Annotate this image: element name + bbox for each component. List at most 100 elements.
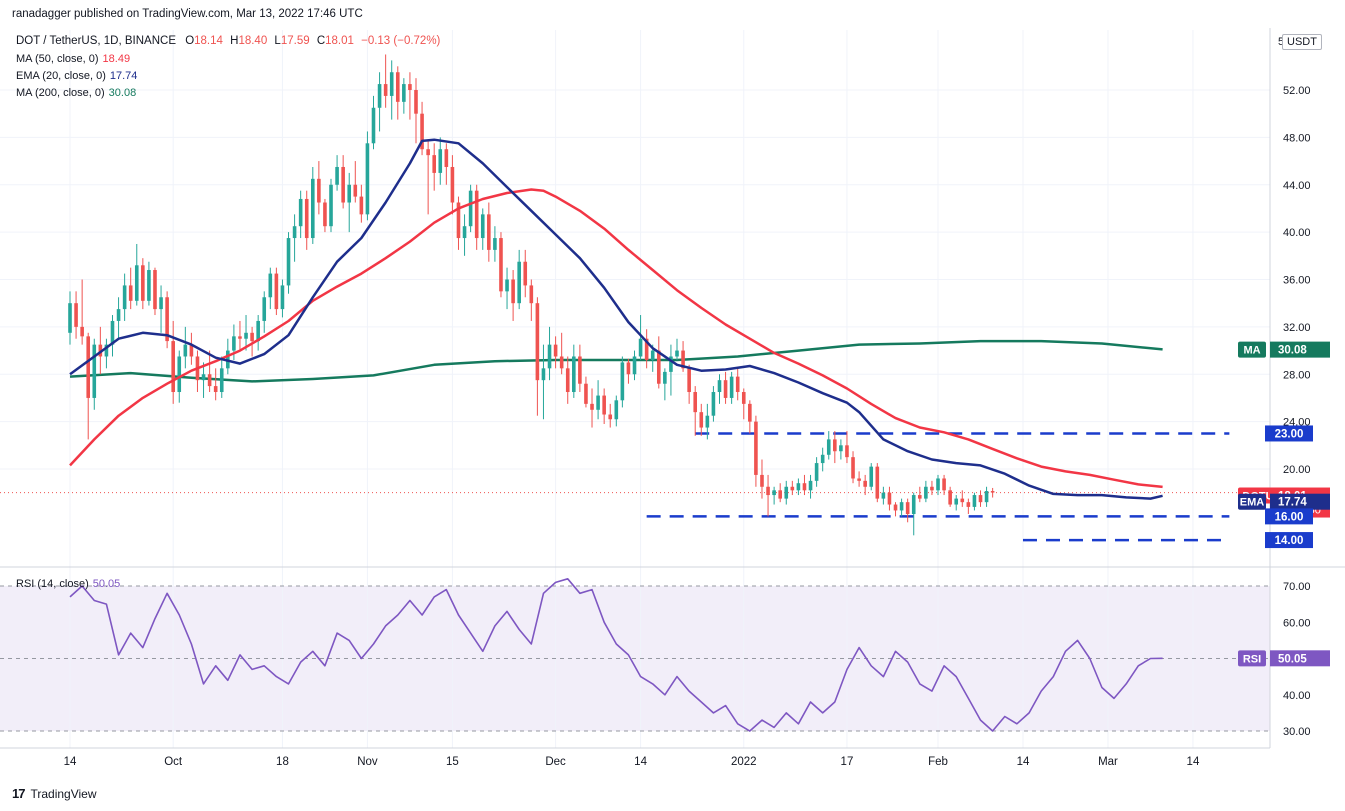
- candle: [535, 297, 540, 416]
- price-axis-tick: 36.00: [1283, 275, 1311, 287]
- candle: [565, 356, 570, 404]
- candle-body: [450, 166, 455, 203]
- candle-body: [292, 226, 297, 239]
- level-label: 14.00: [1275, 535, 1304, 547]
- candle-body: [535, 303, 540, 381]
- candle-body: [274, 273, 279, 310]
- candle-body: [760, 474, 764, 487]
- candle-body: [675, 350, 679, 357]
- indicator-ema20[interactable]: EMA (20, close, 0) 17.74: [16, 70, 137, 82]
- candle-body: [317, 178, 321, 203]
- symbol-title[interactable]: DOT / TetherUS, 1D, BINANCE: [16, 35, 176, 47]
- time-axis-tick: Nov: [357, 756, 378, 768]
- indicator-ma200[interactable]: MA (200, close, 0) 30.08: [16, 87, 136, 99]
- candle-body: [304, 198, 309, 239]
- level-label-bg: [1265, 508, 1313, 525]
- candle: [723, 371, 728, 404]
- candle: [165, 291, 169, 349]
- candle: [292, 214, 297, 262]
- candle-body: [159, 297, 163, 310]
- candle-body: [924, 486, 928, 499]
- rsi-axis-tick: 70.00: [1283, 581, 1311, 593]
- candle-body: [517, 261, 521, 304]
- candle-body: [80, 326, 84, 337]
- rsi-marker-tag: RSI: [1243, 653, 1261, 665]
- candle: [511, 270, 515, 321]
- candle: [693, 386, 698, 436]
- candle: [893, 502, 898, 517]
- candle: [930, 480, 934, 496]
- candle-body: [408, 84, 412, 90]
- candle: [687, 364, 691, 404]
- time-axis-tick: Oct: [164, 756, 183, 768]
- candle: [735, 368, 740, 401]
- candle-body: [693, 392, 698, 413]
- candle: [189, 332, 194, 365]
- tradingview-logo[interactable]: 17 TradingView: [12, 786, 97, 801]
- candle: [153, 267, 157, 316]
- candle: [183, 326, 188, 369]
- candle: [614, 395, 619, 427]
- candle: [456, 196, 461, 250]
- candle: [219, 356, 224, 398]
- candle-body: [219, 368, 224, 393]
- rsi-axis-tick: 30.00: [1283, 726, 1311, 738]
- candle: [335, 155, 339, 191]
- candle-body: [869, 466, 874, 487]
- tradingview-logo-icon: 17: [12, 786, 26, 801]
- tradingview-brand: TradingView: [30, 786, 97, 801]
- time-axis-tick: 2022: [731, 756, 757, 768]
- candle: [948, 486, 952, 507]
- candle-body: [936, 478, 940, 491]
- candle: [207, 350, 212, 393]
- candle-body: [638, 338, 643, 357]
- candle-body: [911, 495, 916, 515]
- candle: [808, 474, 813, 499]
- candle-body: [778, 490, 782, 499]
- indicator-ma50[interactable]: MA (50, close, 0) 18.49: [16, 53, 130, 65]
- candle-body: [553, 344, 558, 357]
- candle-body: [183, 344, 188, 357]
- candle: [353, 161, 358, 203]
- candle: [669, 344, 673, 396]
- ma200-marker-value: 30.08: [1278, 345, 1307, 357]
- candle-body: [153, 270, 157, 310]
- candle-body: [474, 190, 479, 239]
- candle-body: [487, 214, 491, 250]
- rsi-marker-tag-bg: [1238, 650, 1266, 667]
- price-axis-tick: 32.00: [1283, 322, 1311, 334]
- rsi-legend[interactable]: RSI (14, close) 50.05: [16, 578, 120, 590]
- candle: [523, 249, 528, 298]
- candle: [529, 279, 534, 321]
- price-axis-tick: 28.00: [1283, 369, 1311, 381]
- candle: [833, 431, 837, 464]
- candle: [778, 483, 782, 503]
- candle: [420, 101, 424, 156]
- candle-body: [681, 350, 685, 369]
- candle-body: [395, 72, 400, 102]
- candle: [244, 315, 248, 351]
- candle: [899, 498, 904, 517]
- candle-body: [608, 414, 613, 420]
- candle: [656, 336, 661, 389]
- candle: [323, 198, 327, 233]
- candle-body: [371, 107, 376, 144]
- candle-body: [990, 491, 995, 493]
- candle: [286, 232, 291, 294]
- currency-unit-button[interactable]: USDT: [1282, 34, 1322, 50]
- candle-body: [280, 285, 285, 310]
- level-label-bg: [1265, 425, 1313, 442]
- price-axis-tick: 44.00: [1283, 180, 1311, 192]
- candle-body: [893, 504, 898, 511]
- ohlc-close: 18.01: [325, 35, 354, 47]
- candle-body: [189, 344, 194, 357]
- ma50-line: [69, 188, 1163, 489]
- candle-body: [201, 374, 206, 381]
- candle: [450, 155, 455, 215]
- candle: [317, 161, 321, 215]
- candle-body: [839, 445, 843, 452]
- candle: [790, 480, 795, 496]
- candle-body: [122, 285, 127, 310]
- candle-body: [584, 383, 588, 404]
